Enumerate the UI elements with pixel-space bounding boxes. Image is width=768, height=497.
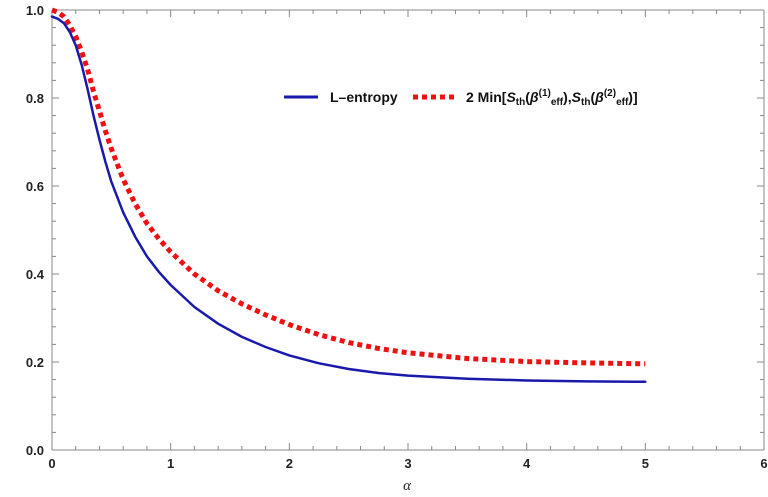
x-tick-label: 2 xyxy=(286,456,293,471)
x-tick-label: 0 xyxy=(48,456,55,471)
axes: 0 1 2 3 4 5 6 0.0 0.2 0.4 0.6 0.8 1.0 xyxy=(26,3,768,471)
legend-label-l-entropy: L–entropy xyxy=(330,89,398,105)
x-tick-label: 4 xyxy=(523,456,531,471)
y-tick-label: 0.4 xyxy=(26,267,45,282)
series-group xyxy=(50,7,647,384)
series-line-l-entropy xyxy=(50,15,647,384)
y-tick-label: 1.0 xyxy=(26,3,44,18)
y-tick-label: 0.0 xyxy=(26,443,44,458)
x-axis-label: α xyxy=(403,478,412,494)
x-tick-label: 5 xyxy=(642,456,649,471)
x-tick-label: 1 xyxy=(167,456,174,471)
y-tick-label: 0.2 xyxy=(26,355,44,370)
series-line-min-entropy xyxy=(51,7,646,367)
x-tick-label: 6 xyxy=(760,456,767,471)
legend: L–entropy 2 Min[Sth(β(1)eff),Sth(β(2)eff… xyxy=(284,88,638,108)
y-tick-label: 0.8 xyxy=(26,91,44,106)
y-tick-label: 0.6 xyxy=(26,179,44,194)
legend-label-min-entropy: 2 Min[Sth(β(1)eff),Sth(β(2)eff)] xyxy=(466,88,638,108)
x-tick-label: 3 xyxy=(404,456,411,471)
